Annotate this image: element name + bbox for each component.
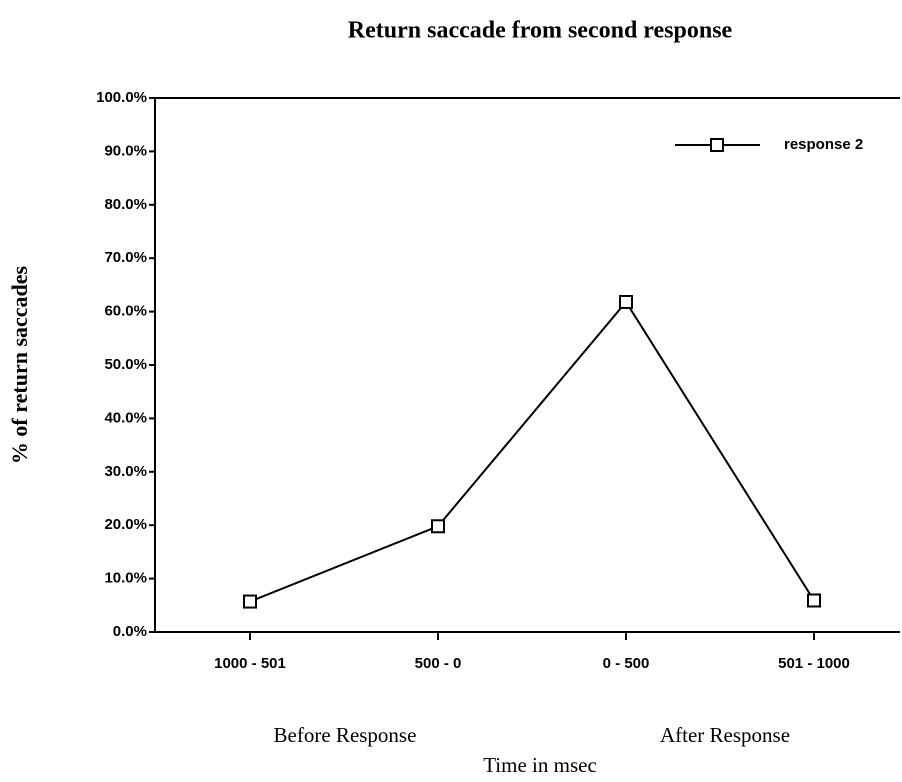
data-marker: [431, 519, 445, 534]
data-line: [249, 300, 815, 603]
data-marker: [807, 593, 821, 608]
chart-title: Return saccade from second response: [348, 18, 733, 44]
y-tick-label: 70.0%: [104, 249, 147, 266]
y-tick-label: 100.0%: [96, 89, 147, 106]
y-tick-label: 40.0%: [104, 409, 147, 426]
x-tick-label: 500 - 0: [415, 655, 462, 672]
y-tick-label: 20.0%: [104, 516, 147, 533]
legend-marker: [710, 138, 724, 152]
legend-label: response 2: [784, 136, 863, 153]
group-label: Before Response: [274, 723, 417, 747]
y-tick-label: 50.0%: [104, 356, 147, 373]
y-tick-label: 30.0%: [104, 463, 147, 480]
y-tick-label: 0.0%: [113, 623, 147, 640]
data-marker: [243, 594, 257, 609]
group-label: After Response: [660, 723, 790, 747]
y-tick-label: 60.0%: [104, 303, 147, 320]
y-tick-label: 10.0%: [104, 570, 147, 587]
x-tick-label: 0 - 500: [603, 655, 650, 672]
x-tick-label: 501 - 1000: [778, 655, 850, 672]
data-marker: [619, 294, 633, 309]
x-axis-label: Time in msec: [483, 753, 597, 777]
y-tick-label: 80.0%: [104, 196, 147, 213]
y-axis-label: % of return saccades: [7, 265, 32, 464]
x-tick-label: 1000 - 501: [214, 655, 286, 672]
y-tick-label: 90.0%: [104, 142, 147, 159]
